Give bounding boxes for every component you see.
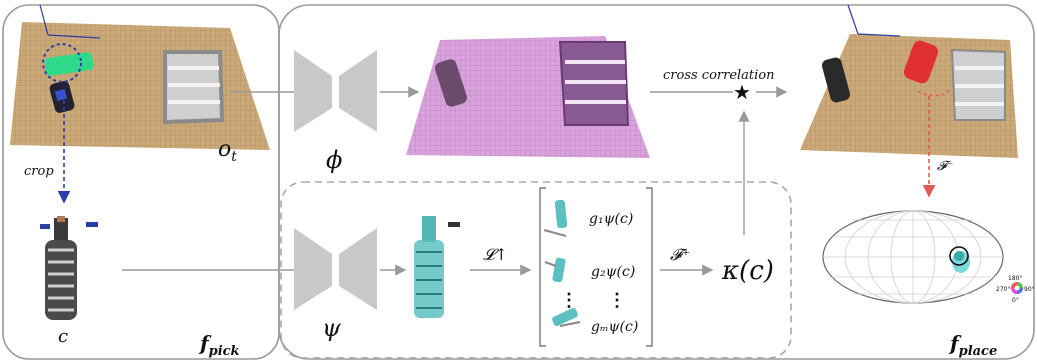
phi-label: ϕ [326,146,342,174]
vdots-right: ⋮ [608,290,626,311]
placement-scene [800,4,1018,158]
crop-label: crop [24,164,54,179]
f-pick-label: fpick [198,331,240,359]
bracket-right [646,187,653,347]
observation-scene [10,4,270,150]
cross-correlation-label: cross correlation [663,68,775,83]
deg-90-label: 90° [1024,286,1035,293]
deg-0-label: 0° [1012,297,1019,304]
phi-network [294,50,377,132]
center-panel [278,4,1035,360]
psi-label: ψ [322,314,342,342]
o-t-label: ot [218,137,237,165]
scene-feature-map [406,36,650,158]
bracket-left [539,187,546,347]
rotation-distribution-plot [822,210,1004,304]
kappa-label: κ(c) [721,256,774,286]
c-label: c [58,326,68,347]
deg-180-label: 180° [1008,275,1022,282]
template-feature-bottle [414,216,460,318]
gm-label: gₘψ(c) [591,319,638,335]
deg-270-label: 270° [996,286,1010,293]
psi-network [294,228,377,310]
color-wheel-legend [1011,282,1023,294]
g2-label: g₂ψ(c) [591,264,635,280]
f-place-label: fplace [948,331,997,359]
star-operator: ★ [733,80,751,104]
fourier-plus-label: 𝓕⁺ [670,245,690,264]
fourier-minus-label: 𝓕⁻ [937,159,953,174]
lift-label: 𝓛↑ [483,245,508,264]
vdots-left: ⋮ [560,290,578,311]
rotated-copies [543,199,581,327]
template-subpanel [280,181,792,359]
g1-label: g₁ψ(c) [589,211,633,227]
cropped-bottle [40,216,98,320]
